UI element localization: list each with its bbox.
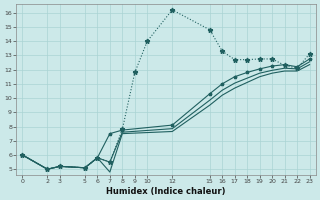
X-axis label: Humidex (Indice chaleur): Humidex (Indice chaleur) [106, 187, 226, 196]
